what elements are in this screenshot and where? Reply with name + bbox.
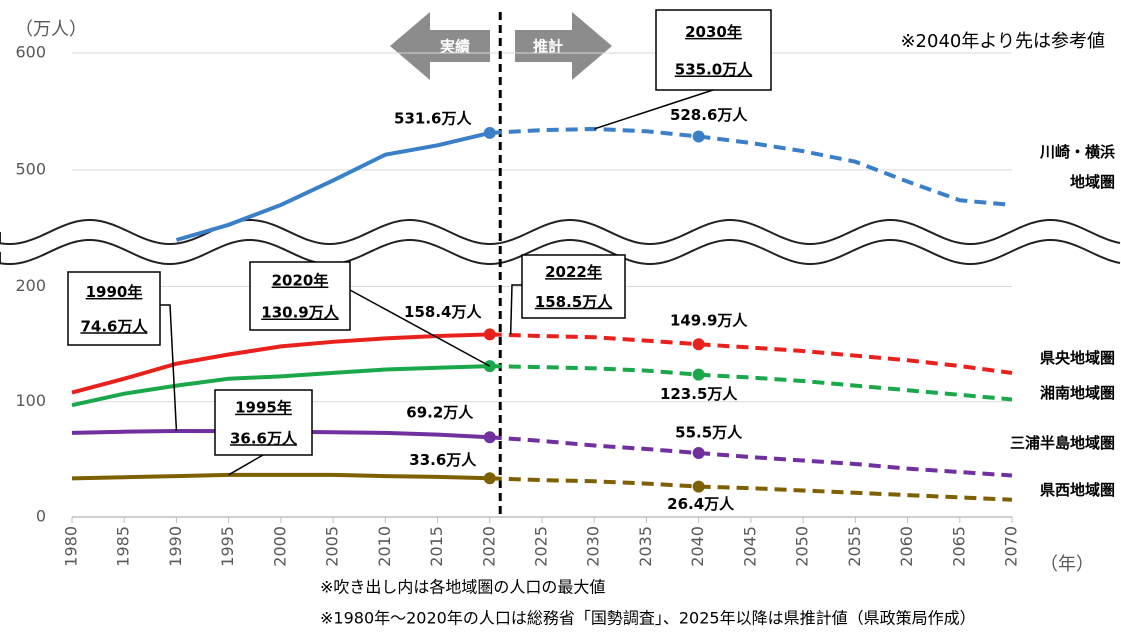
series-label: 湘南地域圏 bbox=[1039, 384, 1115, 402]
x-tick-label: 2005 bbox=[323, 526, 342, 567]
projection-line bbox=[489, 476, 1013, 502]
marker bbox=[692, 447, 705, 460]
break-wave bbox=[0, 239, 1121, 265]
callout-text: 74.6万人 bbox=[80, 317, 148, 335]
callout-connector bbox=[349, 289, 491, 367]
marker bbox=[692, 368, 705, 381]
callout-text: 2020年 bbox=[272, 272, 329, 290]
actual-line bbox=[71, 364, 490, 408]
x-tick-label: 2035 bbox=[636, 526, 655, 567]
x-tick-label: 2045 bbox=[740, 526, 759, 567]
marker bbox=[692, 130, 705, 143]
footnote: ※1980年～2020年の人口は総務省「国勢調査」、2025年以降は県推計値（県… bbox=[320, 609, 976, 628]
callout-box bbox=[655, 9, 772, 91]
x-tick-label: 2065 bbox=[949, 526, 968, 567]
series-label: 県央地域圏 bbox=[1039, 349, 1115, 367]
callout-text: 535.0万人 bbox=[675, 61, 753, 79]
callout-text: 158.5万人 bbox=[535, 293, 613, 311]
series-label: 川崎・横浜地域圏 bbox=[1039, 143, 1115, 191]
x-tick-label: 1995 bbox=[218, 526, 237, 567]
y-tick-label: 600 bbox=[15, 43, 46, 62]
callout-text: 1995年 bbox=[235, 399, 292, 417]
callout-text: 130.9万人 bbox=[261, 304, 339, 322]
x-tick-label: 2025 bbox=[532, 526, 551, 567]
arrow-right bbox=[515, 12, 612, 80]
actual-line bbox=[71, 332, 490, 395]
data-label: 531.6万人 bbox=[394, 109, 472, 127]
arrow-right-label: 推計 bbox=[533, 38, 563, 56]
arrow-left bbox=[390, 12, 490, 80]
marker bbox=[483, 431, 496, 444]
callout-text: 2030年 bbox=[685, 23, 742, 41]
x-tick-label: 2055 bbox=[845, 526, 864, 567]
projection-line bbox=[489, 332, 1013, 375]
marker bbox=[483, 328, 496, 341]
marker bbox=[692, 338, 705, 351]
data-label: 55.5万人 bbox=[675, 424, 743, 442]
x-tick-label: 2050 bbox=[793, 526, 812, 567]
callout-box bbox=[214, 389, 313, 456]
data-label: 69.2万人 bbox=[406, 404, 474, 422]
x-tick-label: 1990 bbox=[166, 526, 185, 567]
actual-line bbox=[175, 130, 491, 242]
y-tick-label: 0 bbox=[36, 507, 46, 526]
x-tick-label: 1985 bbox=[114, 526, 133, 567]
callout-box bbox=[249, 261, 351, 331]
y-tick-label: 100 bbox=[15, 391, 46, 410]
x-tick-label: 2000 bbox=[270, 526, 289, 567]
y-tick-label: 500 bbox=[15, 159, 46, 178]
actual-line bbox=[71, 472, 490, 481]
x-tick-label: 2010 bbox=[375, 526, 394, 567]
callout-connector bbox=[509, 284, 522, 335]
projection-line bbox=[489, 126, 1013, 207]
x-tick-label: 1980 bbox=[62, 526, 81, 567]
projection-line bbox=[489, 435, 1013, 478]
x-tick-label: 2020 bbox=[479, 526, 498, 567]
projection-line bbox=[489, 364, 1013, 402]
series-label: 県西地域圏 bbox=[1039, 481, 1115, 499]
y-tick-label: 200 bbox=[15, 276, 46, 295]
arrow-left-label: 実績 bbox=[440, 38, 470, 56]
data-label: 26.4万人 bbox=[667, 495, 735, 513]
marker bbox=[692, 480, 705, 493]
x-unit: （年） bbox=[1040, 554, 1094, 575]
callout-text: 36.6万人 bbox=[230, 429, 298, 447]
data-label: 528.6万人 bbox=[670, 106, 748, 124]
marker bbox=[483, 126, 496, 139]
data-label: 149.9万人 bbox=[670, 312, 748, 330]
footnote: ※吹き出し内は各地域圏の人口の最大値 bbox=[320, 578, 605, 597]
callout-connector bbox=[160, 304, 178, 432]
callout-text: 2022年 bbox=[545, 263, 602, 281]
x-tick-label: 2070 bbox=[1002, 526, 1021, 567]
x-tick-label: 2040 bbox=[688, 526, 707, 567]
data-label: 123.5万人 bbox=[660, 385, 738, 403]
callout-text: 1990年 bbox=[86, 283, 143, 301]
series-label: 三浦半島地域圏 bbox=[1009, 434, 1115, 452]
break-wave bbox=[0, 219, 1121, 245]
data-label: 33.6万人 bbox=[409, 451, 477, 469]
note: ※2040年より先は参考値 bbox=[900, 31, 1105, 52]
y-unit: （万人） bbox=[15, 19, 87, 40]
x-tick-label: 2015 bbox=[427, 526, 446, 567]
callout-connector bbox=[593, 89, 714, 130]
marker bbox=[483, 472, 496, 485]
callout-box bbox=[67, 271, 161, 346]
x-tick-label: 2030 bbox=[584, 526, 603, 567]
callout-connector bbox=[228, 454, 264, 476]
data-label: 158.4万人 bbox=[404, 303, 482, 321]
callout-box bbox=[521, 254, 626, 319]
x-tick-label: 2060 bbox=[897, 526, 916, 567]
